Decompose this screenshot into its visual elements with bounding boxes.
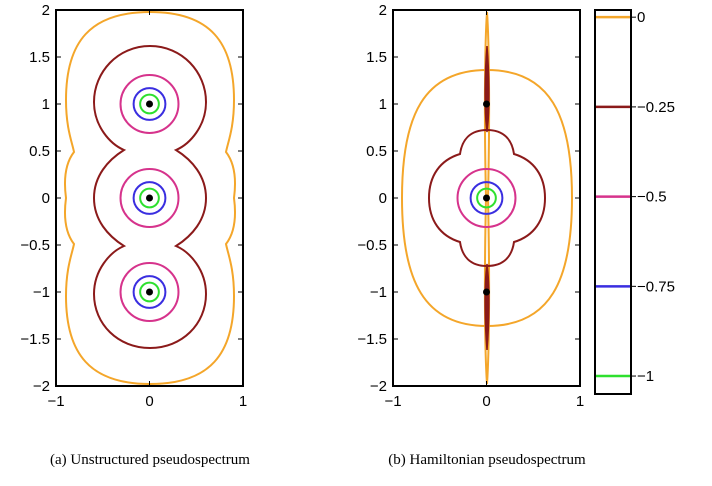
colorbar-tick-label: −0.5 [637, 189, 667, 206]
eigenvalue-point [146, 100, 153, 108]
x-tick-label: 1 [576, 393, 584, 410]
y-tick-label: 1 [42, 96, 50, 113]
x-tick-label: −1 [384, 393, 401, 410]
pseudospectrum-circles-b [456, 168, 517, 228]
y-tick-label: −2 [370, 378, 387, 395]
eigenvalue-point [146, 194, 153, 202]
contour-level-m1 [139, 187, 160, 209]
x-tick-label: 0 [145, 393, 153, 410]
contour-level-m025-spike-upper [484, 45, 490, 133]
x-axis-ticks-b: −1 0 1 [384, 10, 584, 410]
contour-level-m025-spike-lower [484, 263, 490, 351]
eigenvalue-point [483, 100, 490, 108]
eigenvalue-point [483, 288, 490, 296]
y-tick-label: −0.5 [357, 237, 387, 254]
x-tick-label: 1 [239, 393, 247, 410]
y-tick-label: −0.5 [20, 237, 50, 254]
colorbar: 0 −0.25 −0.5 −0.75 −1 [594, 9, 675, 395]
contour-level-m1 [476, 187, 497, 209]
colorbar-tick-label: −0.75 [637, 278, 675, 295]
y-axis-ticks-a: −2 −1.5 −1 −0.5 0 0.5 1 1.5 2 [20, 2, 243, 395]
y-tick-label: −1.5 [20, 331, 50, 348]
contour-level-m025 [92, 44, 208, 350]
y-axis-ticks-b: −2 −1.5 −1 −0.5 0 0.5 1 1.5 2 [357, 2, 580, 395]
y-tick-label: 0.5 [366, 143, 387, 160]
contour-level-m05 [119, 262, 180, 322]
eigenvalue-point [483, 194, 490, 202]
caption-a: (a) Unstructured pseudospectrum [50, 452, 250, 468]
contour-level-m1 [139, 281, 160, 303]
colorbar-ticks: 0 −0.25 −0.5 −0.75 −1 [596, 9, 675, 385]
y-tick-label: 0 [379, 190, 387, 207]
y-tick-label: 1.5 [29, 49, 50, 66]
colorbar-tick-label: −0.25 [637, 99, 675, 116]
x-tick-label: −1 [47, 393, 64, 410]
y-tick-label: −2 [33, 378, 50, 395]
caption-b: (b) Hamiltonian pseudospectrum [388, 452, 586, 468]
panel-a-unstructured: −2 −1.5 −1 −0.5 0 0.5 1 1.5 2 −1 0 1 (a) Unstructu… [20, 2, 250, 468]
colorbar-tick-label: 0 [637, 9, 645, 26]
contour-level-m075 [132, 275, 167, 309]
y-tick-label: −1 [33, 284, 50, 301]
y-tick-label: 2 [42, 2, 50, 19]
contour-level-m1 [139, 93, 160, 115]
y-tick-label: −1 [370, 284, 387, 301]
eigenvalues-a [146, 100, 153, 296]
y-tick-label: 0.5 [29, 143, 50, 160]
eigenvalues-b [483, 100, 490, 296]
y-tick-label: 1.5 [366, 49, 387, 66]
pseudospectrum-circles-a [119, 74, 180, 322]
contour-level-m075 [132, 87, 167, 121]
contour-level-m075 [132, 181, 167, 215]
contour-level-m05 [456, 168, 517, 228]
x-axis-ticks-a: −1 0 1 [47, 10, 247, 410]
y-tick-label: 2 [379, 2, 387, 19]
y-tick-label: −1.5 [357, 331, 387, 348]
colorbar-frame [594, 9, 632, 395]
colorbar-tick-label: −1 [637, 368, 654, 385]
panel-b-hamiltonian: −2 −1.5 −1 −0.5 0 0.5 1 1.5 2 −1 0 1 (b) Hamiltoni… [357, 2, 586, 468]
x-tick-label: 0 [482, 393, 490, 410]
eigenvalue-point [146, 288, 153, 296]
contour-level-m05 [119, 168, 180, 228]
y-tick-label: 1 [379, 96, 387, 113]
contour-level-m075 [469, 181, 504, 215]
contour-level-m05 [119, 74, 180, 134]
y-tick-label: 0 [42, 190, 50, 207]
